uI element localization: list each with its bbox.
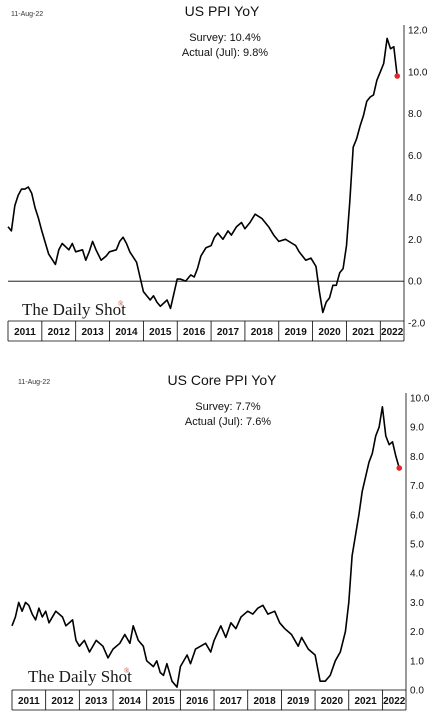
y-tick-label: 3.0	[410, 598, 424, 609]
y-tick-label: 6.0	[408, 151, 422, 162]
y-tick-label: 6.0	[410, 510, 424, 521]
x-tick-label: 2012	[48, 327, 71, 338]
x-tick-label: 2018	[253, 696, 276, 707]
ppi-latest-point	[394, 73, 401, 79]
ppi-chart-panel: 11-Aug-22 US PPI YoY Survey: 10.4% Actua…	[7, 3, 428, 342]
core-date-stamp: 11-Aug-22	[18, 379, 50, 386]
x-tick-label: 2022	[381, 327, 404, 338]
y-tick-label: 8.0	[408, 109, 422, 120]
x-tick-label: 2016	[186, 696, 209, 707]
x-tick-label: 2017	[220, 696, 243, 707]
y-tick-label: -2.0	[408, 319, 426, 330]
y-tick-label: 4.0	[410, 569, 424, 580]
core-series-line	[11, 406, 401, 688]
x-tick-label: 2011	[14, 327, 36, 338]
x-tick-label: 2017	[217, 327, 240, 338]
y-tick-label: 12.0	[408, 26, 428, 37]
y-tick-label: 9.0	[410, 423, 424, 434]
core-brand-logo: The Daily Shot ®	[28, 667, 132, 686]
ppi-actual-annotation: Actual (Jul): 9.8%	[182, 47, 268, 59]
x-tick-label: 2019	[287, 696, 310, 707]
core-y-tick-labels: 10.0 9.0 8.0 7.0 6.0 5.0 4.0 3.0 2.0 1.0 0.0	[410, 394, 430, 697]
x-tick-label: 2015	[149, 327, 172, 338]
core-ppi-chart-panel: 11-Aug-22 US Core PPI YoY Survey: 7.7% A…	[11, 372, 430, 711]
x-tick-label: 2020	[321, 696, 344, 707]
y-tick-label: 10.0	[408, 67, 428, 78]
core-actual-annotation: Actual (Jul): 7.6%	[185, 416, 271, 428]
ppi-date-stamp: 11-Aug-22	[11, 11, 43, 18]
y-tick-label: 7.0	[410, 481, 424, 492]
x-tick-label: 2021	[352, 327, 375, 338]
x-tick-label: 2018	[251, 327, 274, 338]
core-brand-text: The Daily Shot	[28, 667, 132, 686]
ppi-y-tick-labels: 12.0 10.0 8.0 6.0 4.0 2.0 0.0 -2.0	[408, 26, 428, 330]
x-tick-label: 2019	[285, 327, 308, 338]
y-tick-label: 4.0	[408, 193, 422, 204]
ppi-brand-mark: ®	[118, 300, 124, 308]
core-chart-title: US Core PPI YoY	[168, 372, 278, 388]
x-tick-label: 2021	[354, 696, 377, 707]
x-tick-label: 2011	[18, 696, 40, 707]
ppi-x-axis: 2011 2012 2013 2014 2015 2016 2017 2018 2019 2020…	[7, 320, 405, 342]
core-brand-mark: ®	[124, 667, 130, 675]
x-tick-label: 2022	[383, 696, 406, 707]
x-tick-label: 2014	[119, 696, 142, 707]
x-tick-label: 2012	[51, 696, 74, 707]
x-tick-label: 2015	[152, 696, 175, 707]
x-tick-label: 2014	[115, 327, 138, 338]
x-tick-label: 2013	[85, 696, 108, 707]
x-tick-label: 2020	[318, 327, 341, 338]
y-tick-label: 0.0	[408, 277, 422, 288]
core-x-axis: 2011 2012 2013 2014 2015 2016 2017 2018 2019 2020…	[11, 689, 407, 711]
y-tick-label: 8.0	[410, 452, 424, 463]
y-tick-label: 2.0	[408, 235, 422, 246]
ppi-brand-text: The Daily Shot	[22, 300, 126, 319]
y-tick-label: 10.0	[410, 394, 430, 405]
y-tick-label: 0.0	[410, 686, 424, 697]
x-tick-label: 2013	[81, 327, 104, 338]
y-tick-label: 1.0	[410, 656, 424, 667]
core-survey-annotation: Survey: 7.7%	[195, 401, 261, 413]
ppi-brand-logo: The Daily Shot ®	[22, 300, 126, 319]
x-tick-label: 2016	[183, 327, 206, 338]
ppi-series-line	[7, 37, 398, 314]
y-tick-label: 2.0	[410, 627, 424, 638]
y-tick-label: 5.0	[410, 540, 424, 551]
ppi-chart-title: US PPI YoY	[185, 3, 260, 19]
core-latest-point	[396, 465, 403, 471]
ppi-survey-annotation: Survey: 10.4%	[189, 32, 261, 44]
